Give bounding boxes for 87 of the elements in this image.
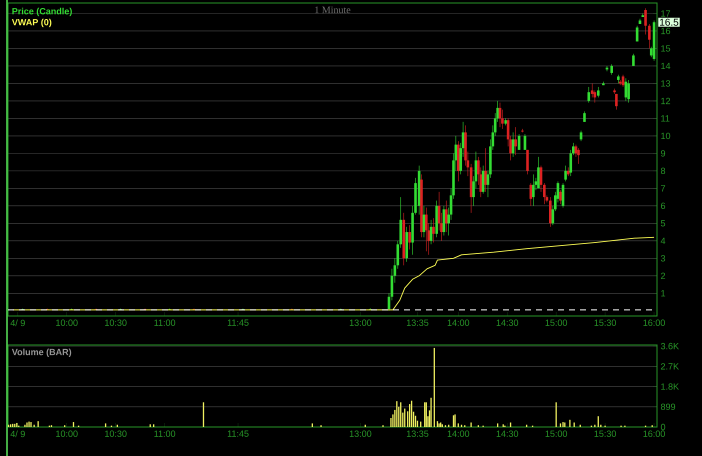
text: Volume (BAR): [12, 348, 72, 357]
candlestick: [627, 80, 630, 103]
x-tick-label: 11:45: [228, 430, 249, 437]
candlestick: [532, 174, 535, 206]
candlestick: [408, 224, 411, 250]
x-tick-label: 11:00: [154, 430, 176, 437]
x-tick-label: 13:00: [350, 430, 372, 437]
y-tick-label: 12: [661, 98, 670, 104]
candlestick: [562, 182, 564, 208]
x-tick-label: 4/ 9: [10, 430, 25, 438]
candlestick: [580, 130, 582, 142]
candlestick: [442, 206, 446, 236]
candlestick: [432, 218, 435, 243]
y-tick-label: 5: [660, 220, 666, 226]
y-tick-label: 0: [660, 424, 666, 430]
y-tick-label: 6: [660, 202, 666, 210]
x-tick-label: 10:30: [105, 430, 127, 437]
x-tick-label: 16:00: [643, 320, 665, 326]
candlestick: [512, 132, 514, 158]
y-tick-label: 2: [660, 272, 666, 279]
candlestick: [610, 64, 613, 75]
y-tick-label: 1: [661, 290, 666, 296]
candlestick: [526, 150, 529, 175]
candlestick: [606, 66, 608, 72]
y-tick-label: 17: [661, 10, 670, 17]
text: Price (Candle): [12, 8, 72, 16]
y-tick-label: 15: [661, 45, 670, 52]
x-tick-label: 10:30: [105, 320, 127, 326]
x-tick-label: 10:00: [56, 320, 78, 326]
x-tick-label: 15:30: [594, 320, 616, 326]
candlestick: [636, 25, 638, 42]
x-tick-label: 14:30: [496, 430, 518, 437]
candlestick: [549, 196, 552, 228]
x-tick-label: 14:00: [448, 430, 470, 437]
candlestick: [518, 134, 520, 150]
y-tick-label: 3: [660, 255, 666, 262]
candlestick: [624, 78, 628, 102]
x-tick-label: 4/ 9: [10, 320, 25, 326]
y-tick-label: 13: [661, 80, 670, 87]
y-tick-label: 4: [660, 238, 666, 244]
y-tick-label: 16: [661, 28, 670, 34]
candlestick: [577, 148, 580, 164]
candlestick: [444, 200, 448, 232]
candlestick: [537, 156, 540, 189]
x-tick-label: 14:00: [448, 320, 470, 326]
candlestick: [644, 8, 647, 35]
y-tick-label: 3.6K: [660, 342, 679, 350]
candlestick: [583, 111, 586, 122]
annotation: 16.5: [660, 18, 678, 26]
x-tick-label: 15:00: [546, 430, 568, 437]
x-tick-label: 14:30: [496, 320, 518, 326]
candlestick: [530, 182, 532, 206]
candlestick: [648, 24, 651, 49]
y-tick-label: 14: [661, 62, 670, 70]
y-tick-label: 10: [661, 132, 670, 140]
x-tick-label: 13:35: [406, 320, 428, 326]
candlestick: [615, 94, 618, 110]
candlestick: [422, 206, 426, 238]
x-tick-label: 11:00: [154, 320, 176, 326]
candlestick: [613, 88, 616, 94]
text: VWAP (0): [12, 18, 52, 28]
x-tick-label: 15:30: [594, 430, 616, 437]
y-tick-label: 1.8K: [661, 383, 679, 390]
x-tick-label: 15:00: [546, 320, 568, 326]
y-tick-label: 7: [660, 185, 666, 192]
candlestick: [482, 165, 484, 194]
candlestick: [498, 102, 502, 128]
candlestick: [514, 126, 517, 156]
candlestick: [559, 190, 562, 204]
y-tick-label: 11: [661, 115, 670, 122]
x-tick-label: 16:00: [643, 430, 665, 437]
candlestick: [564, 165, 567, 182]
candlestick: [424, 207, 428, 252]
x-tick-label: 11:45: [228, 320, 249, 326]
candlestick: [632, 53, 635, 66]
chart-title: 1 Minute: [315, 6, 350, 14]
candlestick: [524, 134, 526, 150]
y-tick-label: 2.7K: [660, 363, 679, 370]
x-tick-label: 10:00: [56, 430, 78, 437]
candlestick: [596, 86, 600, 98]
y-tick-label: 899: [660, 404, 676, 410]
y-tick-label: 8: [660, 168, 666, 174]
y-tick-label: 9: [660, 150, 666, 157]
candlestick: [622, 74, 624, 88]
candlestick: [587, 86, 590, 103]
x-tick-label: 13:35: [406, 430, 428, 437]
x-tick-label: 13:00: [350, 320, 372, 326]
